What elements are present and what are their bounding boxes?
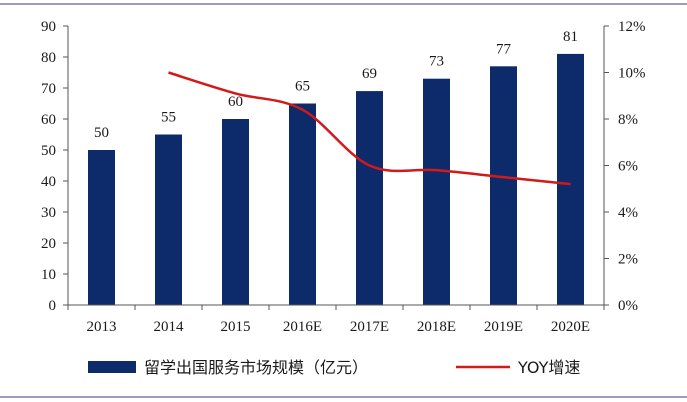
right-tick-label: 0% [618,298,638,314]
bar-data-label: 69 [362,66,377,82]
bar-data-label: 73 [429,54,444,70]
bar [557,53,584,306]
bar [88,150,115,305]
left-tick-label: 20 [41,236,56,252]
bar [222,119,249,305]
x-tick-label: 2015 [221,319,251,335]
left-tick-label: 70 [41,81,56,97]
right-tick-label: 12% [618,19,646,35]
yoy-line [168,71,571,186]
left-tick-label: 40 [41,174,56,190]
right-tick-label: 6% [618,159,638,175]
x-tick-label: 2017E [350,319,389,335]
x-tick-label: 2014 [154,319,185,335]
bar-data-label: 65 [295,79,310,95]
right-tick-label: 2% [618,252,638,268]
x-tick-label: 2016E [283,319,322,335]
left-tick-label: 30 [41,205,56,221]
left-tick-label: 10 [41,267,56,283]
bar-data-label: 55 [161,110,176,126]
right-tick-label: 8% [618,112,638,128]
left-tick-label: 90 [41,19,56,35]
bar-data-label: 60 [228,94,243,110]
axes-group: 0 10 20 30 40 50 60 70 80 90 0% 2% 4% 6% 8% 10% 12% 2013 2… [41,19,646,335]
left-tick-label: 60 [41,112,56,128]
bar-data-label: 77 [496,41,512,57]
data-labels-group: 50 55 60 65 69 73 77 81 [94,29,578,141]
bar [423,78,450,305]
x-tick-label: 2013 [87,319,117,335]
left-tick-label: 50 [41,143,56,159]
x-tick-label: 2019E [484,319,523,335]
left-tick-label: 80 [41,50,56,66]
legend-label-bar: 留学出国服务市场规模（亿元） [144,358,368,377]
legend: 留学出国服务市场规模（亿元） YOY增速 [88,358,580,377]
bar [490,66,517,305]
left-tick-label: 0 [49,298,57,314]
line-group [168,71,571,186]
legend-label-line: YOY增速 [517,358,580,377]
right-tick-label: 10% [618,66,646,82]
legend-swatch-bar [88,361,136,373]
bar-data-label: 81 [563,29,578,45]
x-tick-label: 2020E [551,319,590,335]
x-tick-label: 2018E [417,319,456,335]
bar [155,134,182,305]
bar-data-label: 50 [94,125,109,141]
bar [356,91,383,305]
right-tick-label: 4% [618,205,638,221]
bar [289,103,316,305]
bars-group [88,53,584,306]
